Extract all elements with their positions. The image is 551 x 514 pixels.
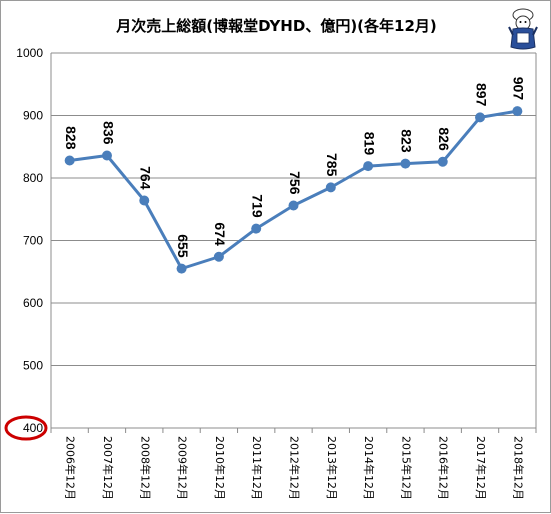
x-tick-label: 2007年12月 [101, 436, 115, 500]
y-tick-label: 1000 [16, 46, 43, 60]
data-label: 836 [100, 121, 116, 145]
data-label: 828 [63, 126, 79, 150]
x-tick-label: 2013年12月 [325, 436, 339, 500]
data-label: 826 [436, 127, 452, 151]
data-point [400, 158, 411, 169]
data-label: 764 [138, 166, 154, 190]
data-point [139, 195, 150, 206]
y-tick-label: 500 [23, 359, 43, 373]
data-label: 823 [399, 129, 415, 153]
data-label: 897 [473, 83, 489, 107]
y-tick-label: 800 [23, 171, 43, 185]
mascot-icon [508, 8, 538, 50]
x-tick-label: 2017年12月 [474, 436, 488, 500]
x-tick-label: 2010年12月 [213, 436, 227, 500]
data-point [101, 150, 112, 161]
data-point [437, 156, 448, 167]
data-point [176, 263, 187, 274]
x-tick-label: 2008年12月 [138, 436, 152, 500]
x-tick-label: 2012年12月 [288, 436, 302, 500]
x-tick-label: 2009年12月 [176, 436, 190, 500]
data-point [325, 182, 336, 193]
chart-title: 月次売上総額(博報堂DYHD、億円)(各年12月) [116, 17, 437, 35]
data-label: 785 [324, 153, 340, 177]
y-tick-label: 900 [23, 109, 43, 123]
data-point [363, 161, 374, 172]
data-label: 719 [249, 194, 265, 218]
data-point [213, 251, 224, 262]
y-tick-label: 600 [23, 296, 43, 310]
data-label: 907 [511, 77, 527, 101]
highlight-ring [4, 415, 48, 441]
data-label: 674 [212, 222, 228, 246]
x-tick-label: 2016年12月 [437, 436, 451, 500]
data-label: 819 [361, 132, 377, 156]
x-tick-label: 2006年12月 [64, 436, 78, 500]
data-label: 655 [175, 234, 191, 258]
x-tick-label: 2011年12月 [250, 436, 264, 500]
x-tick-label: 2014年12月 [362, 436, 376, 500]
data-point [512, 106, 523, 117]
y-tick-label: 400 [23, 421, 43, 435]
data-point [64, 155, 75, 166]
x-tick-label: 2015年12月 [399, 436, 413, 500]
data-point [288, 200, 299, 211]
data-point [475, 112, 486, 123]
x-tick-label: 2018年12月 [511, 436, 525, 500]
data-label: 756 [287, 171, 303, 195]
y-tick-label: 700 [23, 234, 43, 248]
data-point [251, 223, 262, 234]
